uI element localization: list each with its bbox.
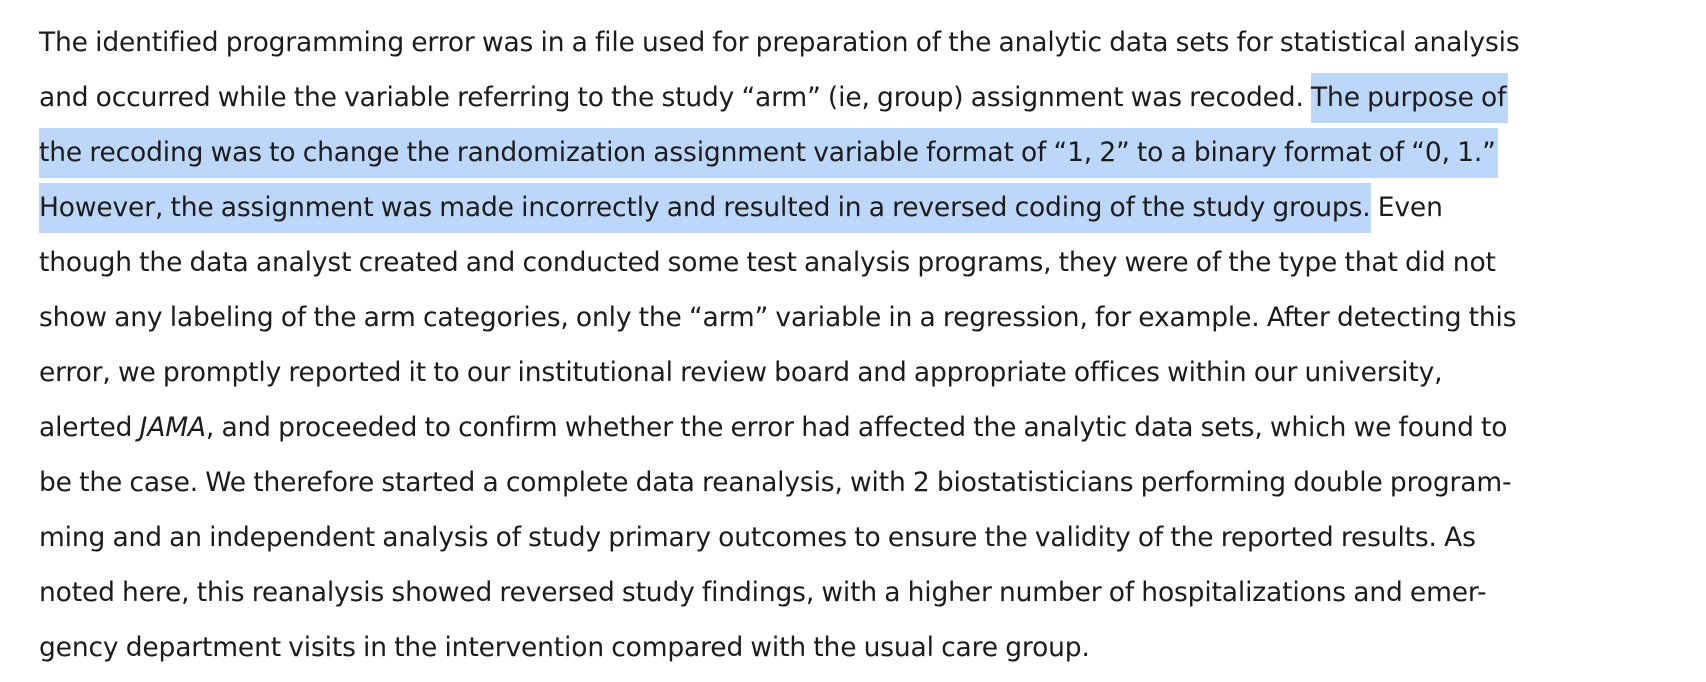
paragraph-line-1: The identified programming error was in … xyxy=(39,27,1520,58)
paragraph-line-10: ming and an independent analysis of stud… xyxy=(39,522,1476,553)
line-text: , and proceeded to confirm whether the e… xyxy=(205,412,1508,443)
selected-text[interactable]: the recoding was to change the randomiza… xyxy=(39,128,1498,178)
paragraph-line-12: gency department visits in the intervent… xyxy=(39,632,1090,663)
paragraph-line-4: However, the assignment was made incorre… xyxy=(39,180,1669,235)
paragraph-line-6: show any labeling of the arm categories,… xyxy=(39,302,1517,333)
paragraph-line-5: though the data analyst created and cond… xyxy=(39,247,1496,278)
paragraph-line-9: be the case. We therefore started a comp… xyxy=(39,467,1512,498)
paragraph-line-7: error, we promptly reported it to our in… xyxy=(39,357,1443,388)
line-text: and occurred while the variable referrin… xyxy=(39,82,1312,113)
line-text: alerted xyxy=(39,412,140,443)
line-text: Even xyxy=(1370,192,1443,223)
journal-name: JAMA xyxy=(139,412,206,443)
paragraph-line-11: noted here, this reanalysis showed rever… xyxy=(39,577,1487,608)
paragraph-line-2: and occurred while the variable referrin… xyxy=(39,70,1669,125)
article-paragraph: The identified programming error was in … xyxy=(39,15,1669,675)
selected-text[interactable]: The purpose of xyxy=(1311,73,1509,123)
selected-text[interactable]: However, the assignment was made incorre… xyxy=(39,183,1371,233)
paragraph-line-3: the recoding was to change the randomiza… xyxy=(39,125,1669,180)
paragraph-line-8: alerted JAMA, and proceeded to confirm w… xyxy=(39,400,1669,455)
